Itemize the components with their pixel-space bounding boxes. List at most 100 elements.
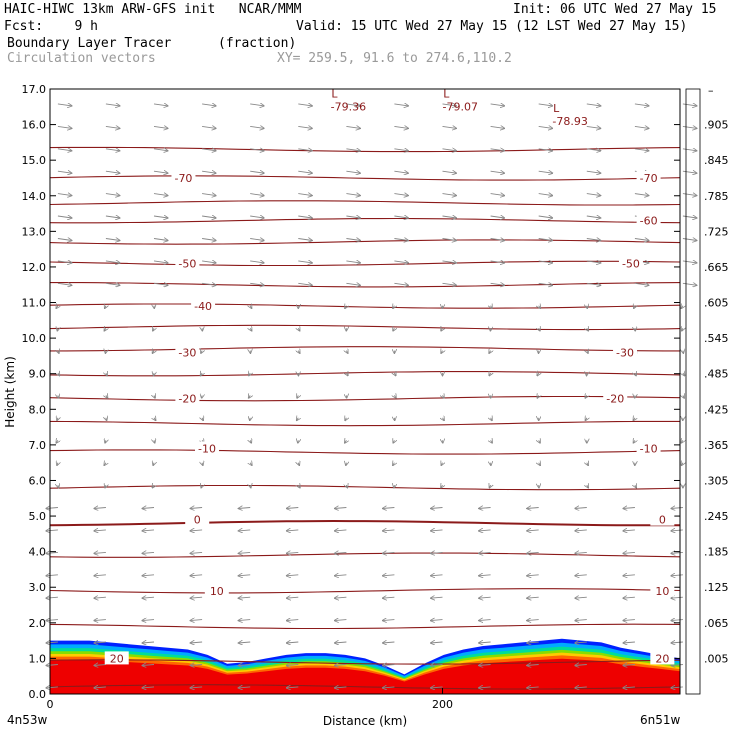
vector-182	[58, 395, 59, 398]
vector-131	[298, 485, 300, 488]
vector-313	[298, 194, 312, 196]
vector-338	[153, 149, 168, 151]
vector-82	[623, 575, 635, 576]
vector-371	[394, 104, 408, 106]
y-tick-label-17: 17.0	[22, 83, 47, 96]
vector-292	[634, 239, 649, 241]
contour-label-4: -50	[622, 257, 640, 270]
vector-269	[202, 261, 216, 263]
vector-202	[346, 373, 348, 376]
vector-98	[46, 530, 58, 531]
vector-106	[431, 530, 443, 531]
vector-189	[394, 395, 396, 398]
vector-42	[46, 620, 58, 621]
vector-252	[57, 283, 72, 285]
vector-225	[104, 328, 106, 331]
vector-293	[682, 239, 697, 241]
vector-79	[479, 575, 491, 576]
y-tick-label-15: 15.0	[22, 154, 47, 167]
vector-99	[94, 530, 106, 531]
vector-49	[382, 620, 395, 621]
vector-126	[58, 485, 59, 488]
vector-369	[298, 104, 312, 106]
contour-label-6: -30	[178, 346, 196, 359]
init-time: Init: 06 UTC Wed 27 May 15	[513, 2, 717, 17]
circulation-vectors	[46, 104, 697, 688]
low-value-2: -78.93	[552, 115, 587, 128]
vector-180	[633, 418, 635, 421]
vector-329	[394, 171, 408, 173]
vector-60	[238, 597, 251, 598]
vector-208	[635, 373, 636, 376]
vector-238	[56, 306, 58, 309]
contour-label-14: 10	[210, 585, 224, 598]
vector-8	[431, 687, 443, 688]
contour-label-bg-6	[175, 345, 200, 359]
field-name: Boundary Layer Tracer	[7, 36, 172, 51]
contour-label-bg-13	[650, 512, 675, 526]
vector-67	[575, 597, 587, 598]
vector-130	[250, 485, 251, 488]
vector-84	[46, 552, 58, 553]
vector-160	[345, 440, 347, 443]
vector-294	[57, 216, 72, 218]
temperature-contours	[49, 146, 681, 690]
vector-234	[539, 328, 540, 331]
vector-86	[142, 552, 155, 553]
vector-167	[681, 440, 683, 443]
vector-196	[58, 373, 60, 376]
vector-272	[346, 261, 360, 263]
vector-331	[490, 171, 505, 173]
vector-119	[382, 508, 395, 509]
vector-257	[298, 283, 312, 285]
vector-55	[671, 620, 683, 621]
contour-label-13: 0	[659, 514, 666, 527]
vector-53	[575, 620, 587, 621]
vector-363	[682, 126, 697, 128]
vector-335	[682, 171, 697, 173]
vector-37	[479, 642, 491, 643]
vector-172	[250, 418, 251, 421]
y-tick-label-12: 12.0	[22, 261, 47, 274]
isotherm-20	[49, 146, 681, 153]
contour-label-bg-9	[603, 391, 628, 405]
isotherm-12	[49, 324, 681, 331]
x-tick-label-1: 200	[432, 698, 453, 711]
vector-270	[250, 261, 264, 263]
vector-48	[334, 620, 347, 621]
vector-346	[538, 149, 553, 151]
vector-301	[394, 216, 408, 218]
vector-118	[334, 508, 347, 509]
vector-100	[142, 530, 155, 531]
vector-133	[394, 485, 395, 488]
contour-label-bg-11	[636, 441, 661, 455]
vector-143	[202, 463, 203, 466]
vector-341	[298, 149, 312, 151]
vector-33	[286, 642, 299, 643]
vector-24	[527, 665, 539, 666]
vector-242	[250, 306, 252, 309]
vector-325	[202, 171, 216, 173]
vector-173	[297, 418, 299, 421]
vector-31	[190, 642, 203, 643]
vector-50	[431, 620, 443, 621]
isotherm-4	[49, 552, 681, 558]
contour-label-8: -20	[178, 393, 196, 406]
vector-351	[105, 126, 120, 128]
vector-29	[94, 642, 106, 643]
vector-283	[202, 239, 216, 241]
vector-77	[382, 575, 395, 576]
vector-250	[634, 306, 635, 309]
vector-9	[479, 687, 491, 688]
isotherm-18	[49, 200, 681, 206]
colorbar: – .005 .065 .125 .185 .245 .305 .365 .425 .485 .54…	[685, 84, 729, 695]
vector-218	[441, 351, 443, 354]
vector-355	[298, 126, 312, 128]
vector-101	[190, 530, 203, 531]
vector-297	[202, 216, 216, 218]
vector-61	[286, 597, 299, 598]
isotherm-13	[49, 303, 681, 309]
vector-265	[682, 283, 697, 285]
vector-195	[683, 395, 684, 398]
contour-label-bg-5	[191, 299, 216, 313]
